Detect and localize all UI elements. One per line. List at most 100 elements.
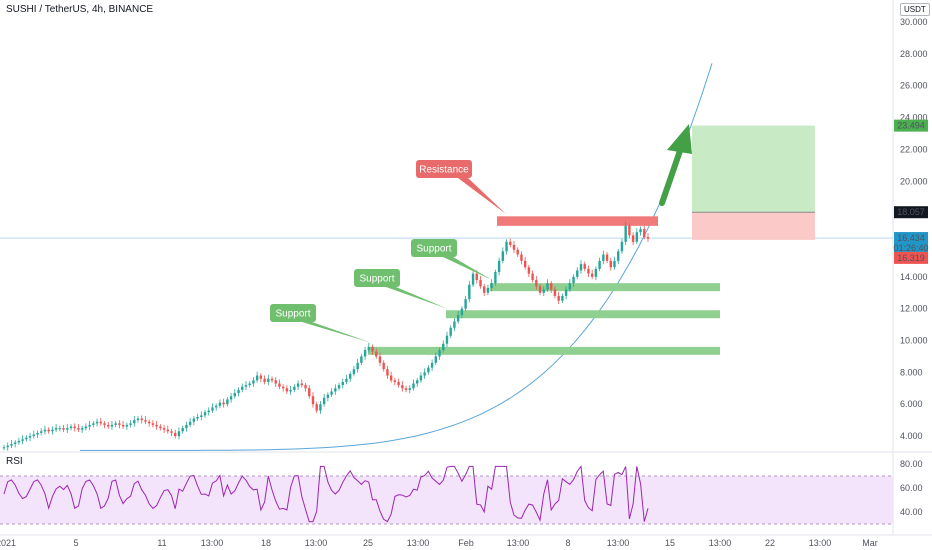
- candle-body: [147, 421, 151, 424]
- candle-body: [326, 394, 330, 398]
- candle-body: [531, 273, 534, 280]
- candle-body: [99, 421, 102, 424]
- candle-body: [121, 424, 125, 427]
- candle-body: [568, 283, 572, 290]
- candle-body: [389, 375, 393, 381]
- candle-body: [188, 421, 192, 425]
- candle-body: [185, 424, 188, 429]
- candle-body: [144, 420, 147, 422]
- candle-body: [229, 396, 233, 400]
- support-callout-2-box: [354, 269, 400, 287]
- candle-body: [222, 402, 225, 405]
- y-tick-label: 28.000: [900, 49, 928, 59]
- candle-body: [300, 383, 304, 386]
- candle-body: [497, 260, 501, 273]
- support-callout-2-pointer: [386, 287, 448, 309]
- candle-body: [140, 418, 143, 421]
- candle-body: [51, 429, 54, 432]
- candle-body: [460, 308, 464, 316]
- candle-body: [557, 295, 560, 301]
- candle-body: [211, 407, 214, 411]
- candle-body: [550, 283, 553, 290]
- candle-body: [602, 254, 605, 261]
- candle-body: [151, 423, 155, 425]
- chart-title: SUSHI / TetherUS, 4h, BINANCE: [6, 4, 154, 15]
- x-tick-label: 13:00: [305, 538, 328, 548]
- y-tick-label: 4.000: [900, 431, 923, 441]
- candle-body: [66, 428, 69, 430]
- candle-body: [10, 444, 13, 446]
- candle-body: [319, 404, 322, 411]
- x-tick-label: Mar: [862, 538, 878, 548]
- candle-body: [471, 273, 475, 285]
- candle-body: [36, 432, 39, 435]
- candle-body: [449, 327, 452, 336]
- candle-body: [159, 426, 162, 429]
- candle-body: [244, 385, 248, 387]
- candle-body: [572, 276, 575, 284]
- x-tick-label: Feb: [458, 538, 474, 548]
- candle-body: [609, 260, 612, 268]
- support-callout-1-pointer: [443, 257, 492, 280]
- x-tick-label: 22: [765, 538, 775, 548]
- support-callout-1-box: [411, 239, 457, 257]
- candle-body: [576, 270, 579, 277]
- candle-body: [125, 424, 129, 427]
- candle-body: [270, 378, 274, 381]
- trend-arrow-shaft: [659, 142, 685, 206]
- current-price-tag: 16.434: [897, 233, 925, 243]
- trend-arrow-head: [667, 124, 692, 154]
- y-tick-label: 10.000: [900, 336, 928, 346]
- candle-body: [170, 431, 173, 433]
- candle-body: [13, 442, 17, 445]
- y-tick-label: 8.000: [900, 367, 923, 377]
- candle-body: [453, 321, 456, 328]
- candle-body: [174, 432, 177, 437]
- candle-body: [631, 235, 635, 242]
- candle-body: [214, 405, 218, 408]
- candle-body: [95, 421, 99, 424]
- candle-body: [2, 447, 6, 449]
- stop-zone: [692, 212, 815, 240]
- resistance-callout-label: Resistance: [419, 165, 469, 176]
- candle-body: [88, 424, 91, 427]
- x-tick-label: 13:00: [201, 538, 224, 548]
- target-zone: [692, 125, 815, 213]
- x-tick-label: 15: [665, 538, 675, 548]
- candle-body: [613, 260, 616, 268]
- candle-body: [203, 412, 207, 416]
- candle-body: [352, 369, 356, 374]
- candle-body: [341, 381, 344, 386]
- target-price-tag-bg: [894, 119, 928, 132]
- entry-price-tag-bg: [894, 206, 928, 219]
- candle-body: [28, 436, 32, 438]
- candle-body: [561, 295, 564, 301]
- candle-body: [628, 225, 631, 236]
- candle-body: [181, 428, 184, 432]
- candle-body: [17, 440, 21, 443]
- y-tick-label: 12.000: [900, 304, 928, 314]
- stop-price-bg: [894, 251, 928, 264]
- currency-label[interactable]: USDT: [900, 3, 930, 16]
- candle-body: [501, 251, 505, 261]
- candle-body: [643, 229, 646, 237]
- candle-body: [505, 241, 508, 252]
- support-callout-1-label: Support: [416, 244, 451, 255]
- candle-body: [583, 264, 586, 269]
- candle-body: [304, 385, 307, 389]
- y-tick-label: 14.000: [900, 272, 928, 282]
- support-callout-3-label: Support: [275, 309, 310, 320]
- candle-body: [192, 418, 196, 422]
- candle-body: [73, 426, 76, 429]
- candle-body: [356, 362, 359, 370]
- candle-body: [475, 273, 478, 280]
- candle-body: [21, 439, 24, 441]
- target-price-tag: 23.494: [897, 121, 925, 131]
- rsi-tick-label: 60.00: [900, 483, 923, 493]
- candle-body: [58, 428, 62, 430]
- candle-body: [363, 350, 367, 357]
- candle-body: [404, 388, 408, 390]
- candle-body: [281, 386, 285, 389]
